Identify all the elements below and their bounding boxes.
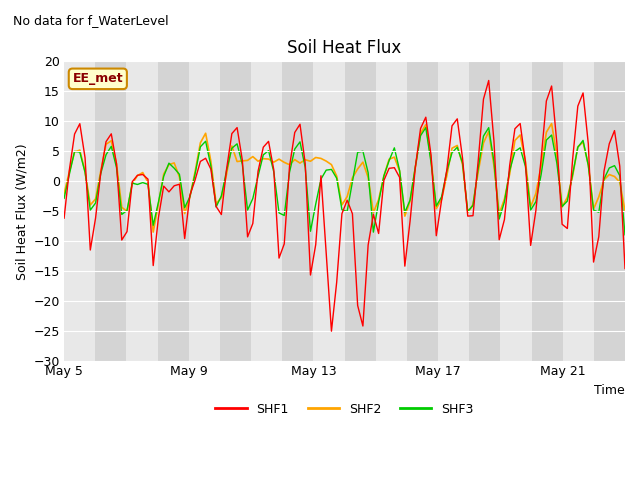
X-axis label: Time: Time [595,384,625,397]
Line: SHF3: SHF3 [64,128,625,235]
SHF3 [60,195,68,201]
SHF1 [118,237,125,243]
SHF1 [149,263,157,268]
SHF1 [328,328,335,334]
SHF2 [118,204,125,210]
Bar [344,61,376,361]
SHF3 [118,212,125,217]
SHF1 [621,265,629,271]
Bar [220,61,251,361]
Y-axis label: Soil Heat Flux (W/m2): Soil Heat Flux (W/m2) [15,143,28,279]
Bar [95,61,127,361]
Bar [127,61,157,361]
SHF1 [323,251,330,256]
SHF3 [548,132,556,138]
SHF2 [511,138,519,144]
Line: SHF1: SHF1 [64,81,625,331]
SHF2 [548,120,556,126]
Bar [625,61,640,361]
Bar [438,61,469,361]
SHF2 [155,201,163,207]
Bar [500,61,531,361]
Bar [531,61,563,361]
Legend: SHF1, SHF2, SHF3: SHF1, SHF2, SHF3 [211,398,479,421]
SHF2 [621,208,629,214]
SHF1 [563,226,571,231]
SHF2 [553,153,561,158]
Bar [314,61,344,361]
Bar [282,61,314,361]
SHF3 [616,173,623,179]
SHF1 [553,140,561,146]
Text: EE_met: EE_met [72,72,123,85]
SHF2 [328,162,335,168]
SHF3 [323,167,330,173]
SHF1 [485,78,493,84]
SHF2 [60,191,68,197]
Bar [594,61,625,361]
Bar [407,61,438,361]
SHF1 [516,120,524,126]
Line: SHF2: SHF2 [64,123,625,232]
Title: Soil Heat Flux: Soil Heat Flux [287,39,402,57]
SHF2 [563,194,571,200]
Bar [376,61,407,361]
Bar [563,61,594,361]
Bar [64,61,95,361]
SHF3 [149,222,157,228]
SHF3 [511,149,519,155]
SHF3 [422,125,429,131]
Bar [469,61,500,361]
Bar [157,61,189,361]
Text: No data for f_WaterLevel: No data for f_WaterLevel [13,14,168,27]
SHF1 [60,215,68,221]
SHF3 [621,232,629,238]
SHF2 [149,229,157,235]
Bar [189,61,220,361]
Bar [251,61,282,361]
